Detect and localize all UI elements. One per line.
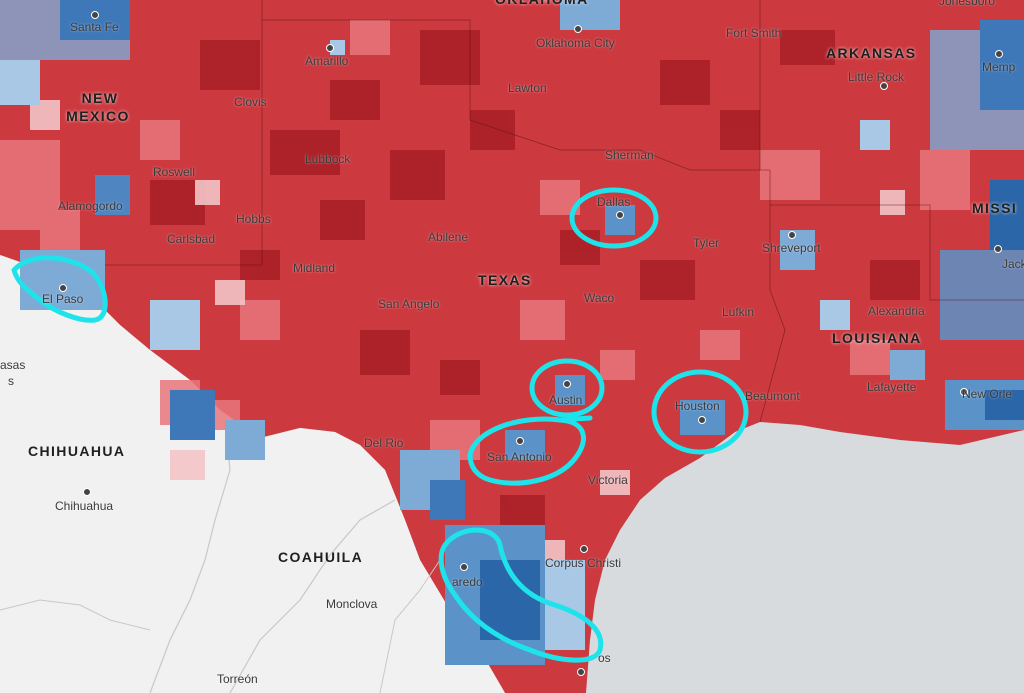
city-label-alamogordo: Alamogordo — [58, 199, 123, 213]
highlight-houston — [651, 369, 749, 455]
region-louisiana: LOUISIANA — [832, 330, 922, 346]
city-label-waco: Waco — [584, 291, 615, 305]
mexico-state-border — [149, 419, 231, 693]
city-label-lubbock: Lubbock — [305, 152, 351, 166]
city-label-lafayette: Lafayette — [867, 380, 917, 394]
city-label-dallas: Dallas — [597, 195, 631, 209]
city-dot-houston — [698, 416, 706, 424]
city-label-abilene: Abilene — [428, 230, 469, 244]
city-label-laredo: aredo — [452, 575, 483, 589]
region-new-mexico-line2: MEXICO — [66, 108, 130, 124]
city-label-roswell: Roswell — [153, 165, 196, 179]
city-dot-oklahoma-city — [574, 25, 582, 33]
city-dot-san-antonio — [516, 437, 524, 445]
city-label-del-rio: Del Rio — [364, 436, 404, 450]
city-dot-shreveport — [788, 231, 796, 239]
city-label-little-rock: Little Rock — [848, 70, 905, 84]
region-coahuila: COAHUILA — [278, 549, 364, 565]
region-texas: TEXAS — [478, 272, 532, 288]
city-label-austin: Austin — [549, 393, 583, 407]
city-label-partial-west: asas — [0, 358, 26, 372]
city-label-beaumont: Beaumont — [745, 389, 800, 403]
city-label-chihuahua: Chihuahua — [55, 499, 114, 513]
city-label-carlsbad: Carlsbad — [167, 232, 216, 246]
city-label-houston: Houston — [675, 399, 720, 413]
city-label-oklahoma-city: Oklahoma City — [536, 36, 615, 50]
city-dot-jackson — [994, 245, 1002, 253]
highlight-austin — [529, 358, 605, 418]
city-label-clovis: Clovis — [234, 95, 267, 109]
city-label-new-orleans: New Orle — [962, 387, 1013, 401]
precinct-patches-blue — [0, 0, 1024, 665]
city-label-hobbs: Hobbs — [236, 212, 271, 226]
city-dot-laredo — [460, 563, 468, 571]
region-new-mexico-line1: NEW — [81, 90, 119, 106]
region-arkansas: ARKANSAS — [826, 45, 917, 61]
city-label-tyler: Tyler — [693, 236, 720, 250]
city-label-san-antonio: San Antonio — [487, 450, 552, 464]
mexico-state-border-4 — [379, 559, 441, 693]
region-chihuahua: CHIHUAHUA — [28, 443, 126, 459]
mexico-land — [0, 255, 505, 693]
city-label-victoria: Victoria — [588, 473, 628, 487]
highlight-dallas — [569, 187, 659, 249]
mexico-state-border-3 — [0, 599, 151, 631]
highlight-annotations — [11, 187, 749, 663]
city-label-jonesboro: Jonesboro — [939, 0, 996, 8]
state-border-ark-la — [759, 0, 1024, 301]
city-label-amarillo: Amarillo — [305, 54, 349, 68]
highlight-laredo-valley — [438, 527, 604, 663]
city-dot-memphis — [995, 50, 1003, 58]
city-dot-amarillo — [326, 44, 334, 52]
city-label-brownsville: os — [598, 651, 611, 665]
city-dot-corpus-christi — [580, 545, 588, 553]
city-label-partial-west2: s — [8, 374, 14, 388]
precinct-patches-dark-red — [150, 30, 920, 530]
city-label-midland: Midland — [293, 261, 336, 275]
city-label-memphis: Memp — [982, 60, 1016, 74]
city-dot-el-paso — [59, 284, 67, 292]
city-label-corpus-christi: Corpus Christi — [545, 556, 622, 570]
region-mississippi: MISSI — [972, 200, 1018, 216]
city-dot-dallas — [616, 211, 624, 219]
city-label-fort-smith: Fort Smith — [726, 26, 782, 40]
city-label-san-angelo: San Angelo — [378, 297, 440, 311]
city-dot-chihuahua — [83, 488, 91, 496]
city-dot-little-rock — [880, 82, 888, 90]
city-label-el-paso: El Paso — [42, 292, 84, 306]
city-label-alexandria: Alexandria — [868, 304, 925, 318]
city-label-santa-fe: Santa Fe — [70, 20, 119, 34]
city-label-sherman: Sherman — [605, 148, 654, 162]
city-label-monclova: Monclova — [326, 597, 378, 611]
city-dot-santa-fe — [91, 11, 99, 19]
state-border-texas — [105, 0, 786, 423]
city-label-shreveport: Shreveport — [762, 241, 821, 255]
city-label-lawton: Lawton — [508, 81, 547, 95]
region-oklahoma: OKLAHOMA — [495, 0, 589, 8]
mexico-state-border-2 — [229, 499, 396, 693]
city-label-lufkin: Lufkin — [722, 305, 755, 319]
city-dot-austin — [563, 380, 571, 388]
highlight-san-antonio — [467, 415, 593, 486]
city-dot-brownsville — [577, 668, 585, 676]
city-dot-new-orleans — [960, 388, 968, 396]
city-label-torreon: Torreón — [217, 672, 258, 686]
city-label-jackson: Jackson — [1002, 257, 1024, 271]
highlight-el-paso — [11, 255, 108, 323]
precinct-patches-light-red — [0, 20, 970, 460]
